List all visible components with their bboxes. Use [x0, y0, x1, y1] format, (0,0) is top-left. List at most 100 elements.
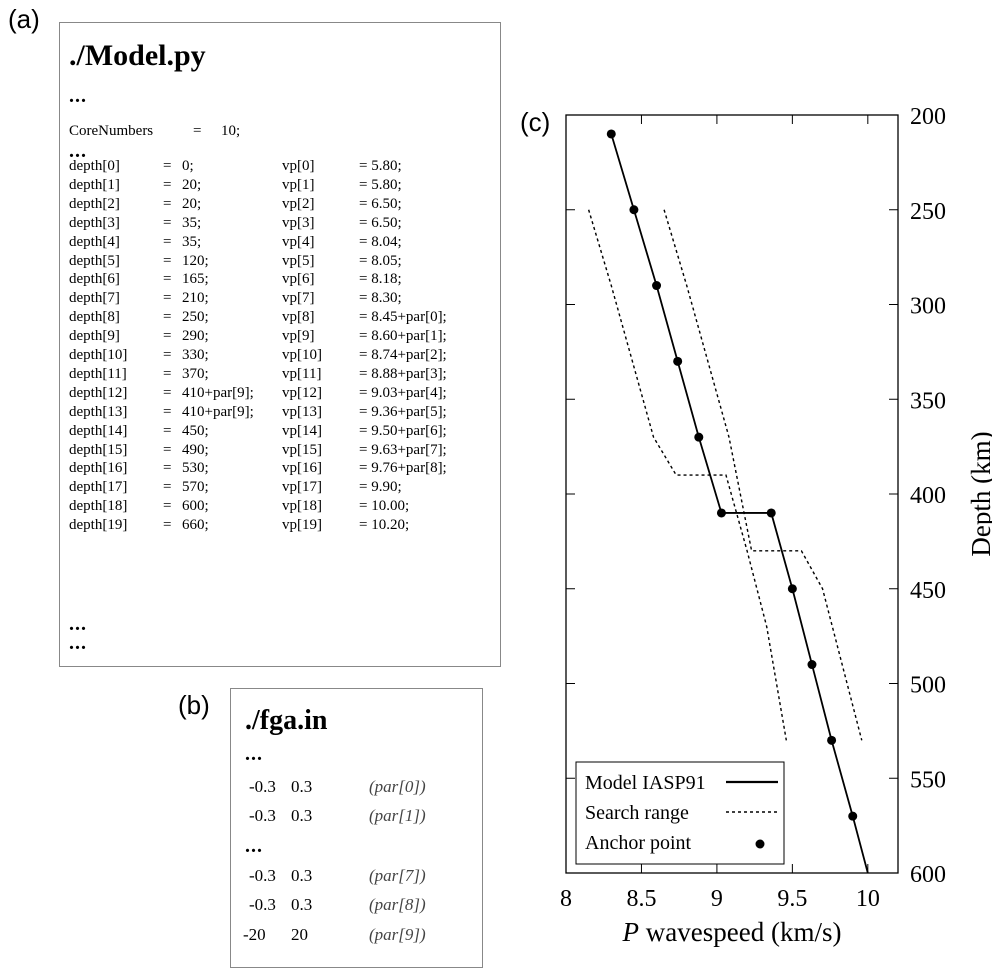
anchor-point	[807, 660, 817, 670]
depth-equals: =	[163, 517, 172, 534]
vp-value: = 9.63+par[7];	[359, 441, 447, 458]
vp-value: = 10.00;	[359, 498, 410, 515]
legend-label: Search range	[585, 802, 689, 824]
vp-label: vp[15]	[282, 441, 322, 458]
anchor-point	[606, 129, 616, 139]
y-tick-label: 450	[910, 578, 946, 604]
fga-param: (par[0])	[369, 777, 426, 796]
y-axis-label: Depth (km)	[966, 431, 992, 556]
depth-value: 600;	[182, 498, 209, 515]
y-tick-label: 300	[910, 294, 946, 320]
depth-equals: =	[163, 328, 172, 345]
depth-equals: =	[163, 271, 172, 288]
legend-label: Anchor point	[585, 832, 692, 854]
vp-label: vp[16]	[282, 460, 322, 477]
vp-value: = 9.36+par[5];	[359, 403, 447, 420]
vp-label: vp[10]	[282, 347, 322, 363]
depth-value: 20;	[182, 195, 202, 212]
vp-value: = 9.76+par[8];	[359, 460, 447, 477]
vp-label: vp[8]	[282, 309, 315, 326]
ellipsis: ...	[69, 85, 87, 107]
model-py-box: ./Model.py ... CoreNumbers = 10; ... dep…	[59, 22, 501, 667]
depth-equals: =	[163, 441, 172, 458]
anchor-point	[766, 508, 776, 518]
depth-equals: =	[163, 290, 172, 307]
vp-label: vp[3]	[282, 214, 315, 231]
x-axis-label-text: wavespeed (km/s)	[639, 917, 841, 947]
fga-param: (par[9])	[369, 925, 426, 944]
depth-value: 35;	[182, 214, 202, 231]
depth-label: depth[3]	[69, 214, 120, 231]
vp-value: = 5.80;	[359, 176, 402, 193]
model-py-title: ./Model.py	[69, 39, 206, 72]
vp-label: vp[4]	[282, 233, 315, 250]
vp-value: = 8.30;	[359, 290, 402, 307]
depth-equals: =	[163, 460, 172, 477]
depth-label: depth[10]	[69, 347, 128, 363]
depth-label: depth[17]	[69, 479, 128, 496]
vp-value: = 8.05;	[359, 252, 402, 269]
legend-box	[575, 761, 785, 865]
search-range-line	[587, 209, 788, 741]
vp-label: vp[18]	[282, 498, 322, 515]
anchor-point	[694, 432, 704, 442]
depth-label: depth[2]	[69, 195, 120, 212]
core-numbers-value: 10;	[221, 123, 241, 139]
depth-value: 410+par[9];	[182, 403, 254, 420]
vp-label: vp[5]	[282, 252, 315, 269]
depth-label: depth[19]	[69, 517, 128, 534]
vp-label: vp[13]	[282, 403, 322, 420]
vp-label: vp[19]	[282, 517, 322, 534]
depth-label: depth[0]	[69, 158, 120, 174]
vp-value: = 6.50;	[359, 195, 402, 212]
ellipsis: ...	[245, 835, 263, 857]
legend-label: Model IASP91	[585, 772, 706, 794]
depth-label: depth[7]	[69, 290, 120, 307]
depth-label: depth[14]	[69, 422, 128, 439]
vp-label: vp[0]	[282, 158, 315, 174]
depth-value: 250;	[182, 309, 209, 326]
fga-min: -0.3	[249, 806, 276, 825]
fga-in-box: ./fga.in ... -0.3 0.3 (par[0]) -0.3 0.3 (par[…	[230, 688, 483, 968]
depth-value: 570;	[182, 479, 209, 496]
depth-label: depth[6]	[69, 271, 120, 288]
depth-value: 450;	[182, 422, 209, 439]
depth-equals: =	[163, 176, 172, 193]
depth-value: 0;	[182, 158, 194, 174]
fga-max: 20	[291, 925, 308, 944]
ellipsis: ...	[69, 140, 87, 162]
core-numbers-label: CoreNumbers	[69, 123, 154, 139]
fga-min: -20	[243, 925, 266, 944]
anchor-point	[827, 735, 837, 745]
vp-value: = 8.18;	[359, 271, 402, 288]
vp-value: = 8.88+par[3];	[359, 365, 447, 382]
vp-value: = 6.50;	[359, 214, 402, 231]
fga-min: -0.3	[249, 777, 276, 796]
depth-value: 210;	[182, 290, 209, 307]
ellipsis: ...	[69, 632, 87, 654]
fga-max: 0.3	[291, 895, 313, 914]
legend-point-swatch	[755, 839, 765, 849]
vp-label: vp[17]	[282, 479, 322, 496]
vp-label: vp[12]	[282, 384, 322, 401]
depth-value: 120;	[182, 252, 209, 269]
depth-equals: =	[163, 403, 172, 420]
vp-label: vp[2]	[282, 195, 315, 212]
ellipsis: ...	[245, 743, 263, 765]
depth-equals: =	[163, 479, 172, 496]
fga-max: 0.3	[291, 777, 313, 796]
model-line	[610, 133, 869, 874]
anchor-point	[652, 281, 662, 291]
x-tick-label: 8	[560, 886, 572, 912]
panel-c-tag: (c)	[520, 107, 551, 137]
depth-label: depth[1]	[69, 176, 120, 193]
depth-label: depth[18]	[69, 498, 128, 515]
panel-b-tag: (b)	[178, 690, 210, 720]
depth-equals: =	[163, 252, 172, 269]
anchor-point	[673, 356, 683, 366]
vp-label: vp[6]	[282, 271, 315, 288]
depth-label: depth[15]	[69, 441, 128, 458]
depth-equals: =	[163, 422, 172, 439]
anchor-point	[716, 508, 726, 518]
